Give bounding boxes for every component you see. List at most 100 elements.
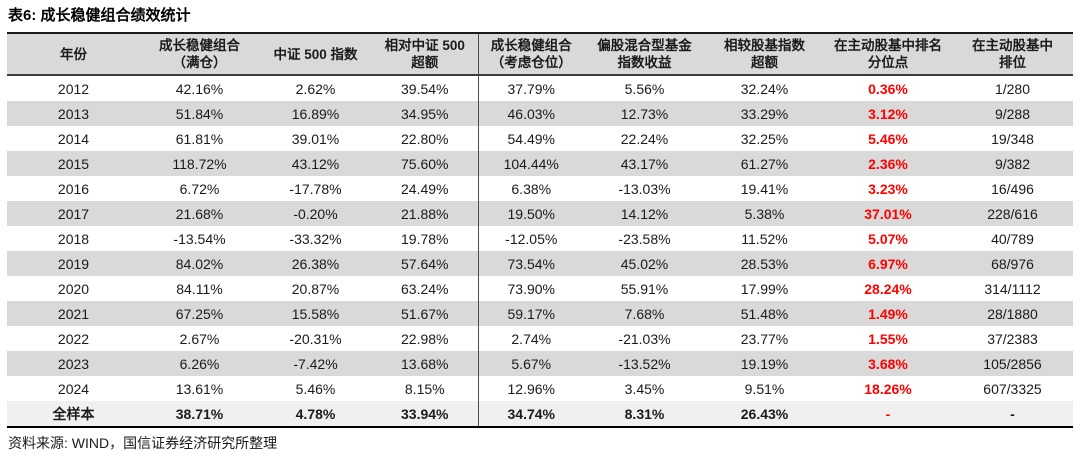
cell-csi500: 2.62%: [259, 75, 372, 101]
cell-portfolio-position-adjusted: 54.49%: [478, 126, 584, 151]
header-label: 成长稳健组合: [159, 38, 240, 53]
cell-excess-vs-csi500: 24.49%: [372, 176, 479, 201]
cell-percentile-rank: 18.26%: [824, 376, 952, 401]
cell-year: 2017: [7, 201, 140, 226]
header-label: 在主动股基中: [972, 38, 1053, 53]
cell-percentile-rank: 2.36%: [824, 151, 952, 176]
cell-year: 2021: [7, 301, 140, 326]
cell-portfolio-full: 13.61%: [140, 376, 259, 401]
cell-portfolio-full: 42.16%: [140, 75, 259, 101]
cell-year: 2023: [7, 351, 140, 376]
cell-excess-vs-csi500: 21.88%: [372, 201, 479, 226]
cell-rank-among-funds: -: [952, 401, 1073, 428]
cell-percentile-rank: 3.68%: [824, 351, 952, 376]
cell-excess-vs-fund-index: 11.52%: [705, 226, 824, 251]
data-source-note: 资料来源: WIND，国信证券经济研究所整理: [8, 435, 278, 451]
cell-equity-fund-index: 43.17%: [584, 151, 705, 176]
cell-equity-fund-index: -13.03%: [584, 176, 705, 201]
cell-csi500: -0.20%: [259, 201, 372, 226]
cell-csi500: 26.38%: [259, 251, 372, 276]
cell-rank-among-funds: 314/1112: [952, 276, 1073, 301]
cell-equity-fund-index: 7.68%: [584, 301, 705, 326]
cell-excess-vs-csi500: 57.64%: [372, 251, 479, 276]
cell-excess-vs-fund-index: 32.24%: [705, 75, 824, 101]
cell-equity-fund-index: 45.02%: [584, 251, 705, 276]
cell-year: 2018: [7, 226, 140, 251]
cell-excess-vs-csi500: 51.67%: [372, 301, 479, 326]
header-label: 偏股混合型基金: [597, 38, 692, 53]
cell-rank-among-funds: 228/616: [952, 201, 1073, 226]
cell-excess-vs-fund-index: 19.41%: [705, 176, 824, 201]
cell-percentile-rank: 3.23%: [824, 176, 952, 201]
cell-portfolio-position-adjusted: 6.38%: [478, 176, 584, 201]
cell-portfolio-full: 2.67%: [140, 326, 259, 351]
cell-year: 2019: [7, 251, 140, 276]
cell-equity-fund-index: 8.31%: [584, 401, 705, 428]
cell-excess-vs-fund-index: 51.48%: [705, 301, 824, 326]
cell-year: 2020: [7, 276, 140, 301]
cell-rank-among-funds: 9/288: [952, 101, 1073, 126]
cell-excess-vs-fund-index: 32.25%: [705, 126, 824, 151]
cell-portfolio-full: 61.81%: [140, 126, 259, 151]
cell-portfolio-position-adjusted: 19.50%: [478, 201, 584, 226]
cell-year: 2016: [7, 176, 140, 201]
col-header-percentile-rank: 在主动股基中排名 分位点: [824, 32, 952, 76]
table-row: 2013 51.84% 16.89% 34.95% 46.03% 12.73% 33.29%…: [7, 101, 1073, 126]
cell-portfolio-full: 51.84%: [140, 101, 259, 126]
col-header-portfolio-full: 成长稳健组合 （满仓）: [140, 32, 259, 76]
cell-portfolio-full: 21.68%: [140, 201, 259, 226]
cell-excess-vs-csi500: 8.15%: [372, 376, 479, 401]
cell-equity-fund-index: -23.58%: [584, 226, 705, 251]
table-row: 2016 6.72% -17.78% 24.49% 6.38% -13.03% 19.41%…: [7, 176, 1073, 201]
cell-equity-fund-index: 22.24%: [584, 126, 705, 151]
header-label: （考虑仓位）: [490, 55, 572, 70]
cell-portfolio-position-adjusted: 34.74%: [478, 401, 584, 428]
table-header-row: 年份 成长稳健组合 （满仓） 中证 500 指数 相对中证 500 超额 成长稳健组…: [7, 32, 1073, 76]
cell-portfolio-position-adjusted: 37.79%: [478, 75, 584, 101]
cell-csi500: -17.78%: [259, 176, 372, 201]
cell-excess-vs-fund-index: 9.51%: [705, 376, 824, 401]
col-header-equity-fund-index: 偏股混合型基金 指数收益: [584, 32, 705, 76]
cell-percentile-rank: 37.01%: [824, 201, 952, 226]
cell-rank-among-funds: 607/3325: [952, 376, 1073, 401]
table-row: 2018 -13.54% -33.32% 19.78% -12.05% -23.58% 11…: [7, 226, 1073, 251]
cell-equity-fund-index: 3.45%: [584, 376, 705, 401]
cell-percentile-rank: 0.36%: [824, 75, 952, 101]
table-title: 表6: 成长稳健组合绩效统计: [8, 7, 191, 24]
cell-portfolio-full: 84.11%: [140, 276, 259, 301]
cell-percentile-rank: 3.12%: [824, 101, 952, 126]
table-row: 2014 61.81% 39.01% 22.80% 54.49% 22.24% 32.25%…: [7, 126, 1073, 151]
cell-excess-vs-csi500: 34.95%: [372, 101, 479, 126]
cell-csi500: -33.32%: [259, 226, 372, 251]
col-header-excess-vs-csi500: 相对中证 500 超额: [372, 32, 479, 76]
cell-portfolio-position-adjusted: 73.54%: [478, 251, 584, 276]
header-label: 排位: [999, 55, 1026, 70]
col-header-rank-among-funds: 在主动股基中 排位: [952, 32, 1073, 76]
header-label: 指数收益: [617, 55, 672, 70]
cell-excess-vs-fund-index: 23.77%: [705, 326, 824, 351]
cell-year: 2022: [7, 326, 140, 351]
cell-portfolio-full: 38.71%: [140, 401, 259, 428]
cell-portfolio-position-adjusted: 12.96%: [478, 376, 584, 401]
cell-percentile-rank: 1.49%: [824, 301, 952, 326]
header-label: 成长稳健组合: [490, 38, 572, 53]
cell-csi500: 20.87%: [259, 276, 372, 301]
cell-csi500: -20.31%: [259, 326, 372, 351]
cell-rank-among-funds: 40/789: [952, 226, 1073, 251]
cell-equity-fund-index: -21.03%: [584, 326, 705, 351]
header-label: 分位点: [867, 55, 909, 70]
table-row: 2017 21.68% -0.20% 21.88% 19.50% 14.12% 5.38% 3…: [7, 201, 1073, 226]
cell-rank-among-funds: 37/2383: [952, 326, 1073, 351]
cell-portfolio-position-adjusted: 73.90%: [478, 276, 584, 301]
cell-equity-fund-index: -13.52%: [584, 351, 705, 376]
table-body: 2012 42.16% 2.62% 39.54% 37.79% 5.56% 32.24% 0.…: [7, 75, 1073, 428]
cell-excess-vs-csi500: 33.94%: [372, 401, 479, 428]
cell-excess-vs-fund-index: 26.43%: [705, 401, 824, 428]
cell-rank-among-funds: 105/2856: [952, 351, 1073, 376]
table-total-row: 全样本 38.71% 4.78% 33.94% 34.74% 8.31% 26.43% - -: [7, 401, 1073, 428]
cell-percentile-rank: 1.55%: [824, 326, 952, 351]
table-row: 2019 84.02% 26.38% 57.64% 73.54% 45.02% 28.53%…: [7, 251, 1073, 276]
cell-portfolio-position-adjusted: 46.03%: [478, 101, 584, 126]
cell-portfolio-full: -13.54%: [140, 226, 259, 251]
cell-rank-among-funds: 1/280: [952, 75, 1073, 101]
